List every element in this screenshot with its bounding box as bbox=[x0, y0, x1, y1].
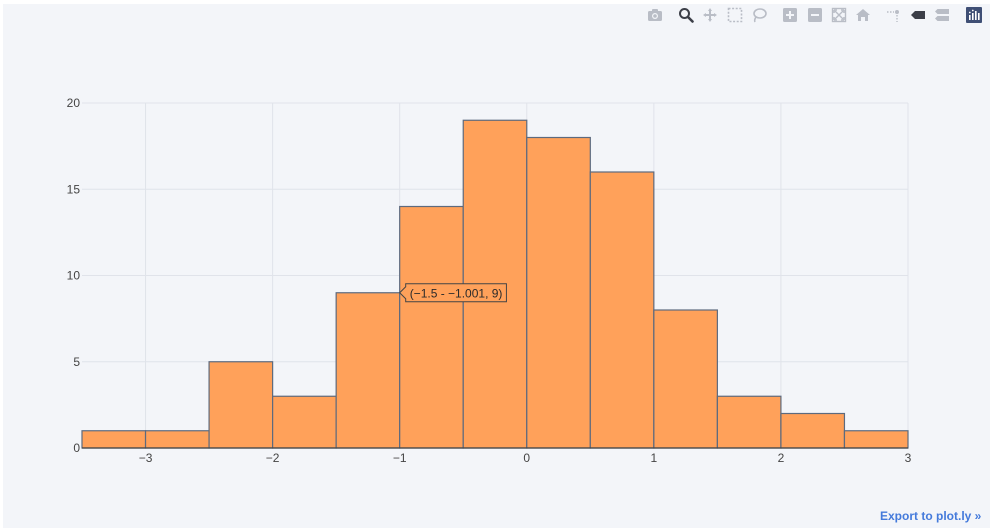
histogram-bar[interactable] bbox=[208, 361, 274, 449]
x-tick-label: 0 bbox=[523, 451, 530, 465]
y-tick-label: 15 bbox=[67, 182, 81, 196]
zoom-in-icon[interactable] bbox=[781, 6, 799, 24]
y-tick-label: 20 bbox=[67, 96, 81, 110]
histogram-bar[interactable] bbox=[589, 171, 655, 449]
spike-lines-icon[interactable] bbox=[885, 6, 903, 24]
autoscale-icon[interactable] bbox=[830, 6, 848, 24]
histogram-bar[interactable] bbox=[653, 309, 718, 449]
x-tick-label: 1 bbox=[651, 451, 658, 465]
reset-axes-icon[interactable] bbox=[854, 6, 872, 24]
modebar bbox=[0, 6, 990, 26]
export-to-plotly-link[interactable]: Export to plot.ly » bbox=[880, 509, 982, 523]
y-tick-label: 10 bbox=[67, 269, 81, 283]
plotly-logo-icon[interactable] bbox=[965, 6, 983, 24]
y-tick-label: 0 bbox=[73, 441, 80, 455]
histogram-bar[interactable] bbox=[272, 395, 337, 449]
zoom-icon[interactable] bbox=[677, 6, 695, 24]
hover-label: (−1.5 - −1.001, 9) bbox=[398, 283, 507, 303]
histogram-bar[interactable] bbox=[81, 430, 147, 449]
hover-compare-icon[interactable] bbox=[933, 6, 951, 24]
hover-closest-icon[interactable] bbox=[909, 6, 927, 24]
zoom-out-icon[interactable] bbox=[806, 6, 824, 24]
x-tick-label: −2 bbox=[266, 451, 280, 465]
histogram-bar[interactable] bbox=[335, 292, 401, 449]
histogram-bar[interactable] bbox=[144, 430, 210, 449]
camera-icon[interactable] bbox=[646, 6, 664, 24]
histogram-bar[interactable] bbox=[399, 205, 464, 449]
histogram-bar[interactable] bbox=[780, 412, 846, 449]
pan-icon[interactable] bbox=[701, 6, 719, 24]
hover-label-text: (−1.5 - −1.001, 9) bbox=[410, 286, 503, 300]
x-tick-label: −1 bbox=[393, 451, 407, 465]
x-tick-label: −3 bbox=[139, 451, 153, 465]
histogram-bar[interactable] bbox=[716, 395, 782, 449]
x-tick-label: 3 bbox=[905, 451, 912, 465]
hover-tooltip: (−1.5 - −1.001, 9) bbox=[398, 283, 507, 303]
histogram-bar[interactable] bbox=[843, 430, 909, 449]
box-select-icon[interactable] bbox=[726, 6, 744, 24]
histogram-bar[interactable] bbox=[526, 136, 591, 449]
y-tick-label: 5 bbox=[73, 355, 80, 369]
lasso-select-icon[interactable] bbox=[750, 6, 768, 24]
hover-label-box bbox=[398, 283, 507, 303]
histogram-bars[interactable] bbox=[81, 119, 909, 449]
x-tick-label: 2 bbox=[778, 451, 785, 465]
axes: −3 −2 −1 0 1 2 3 0 5 10 15 20 bbox=[67, 96, 912, 465]
